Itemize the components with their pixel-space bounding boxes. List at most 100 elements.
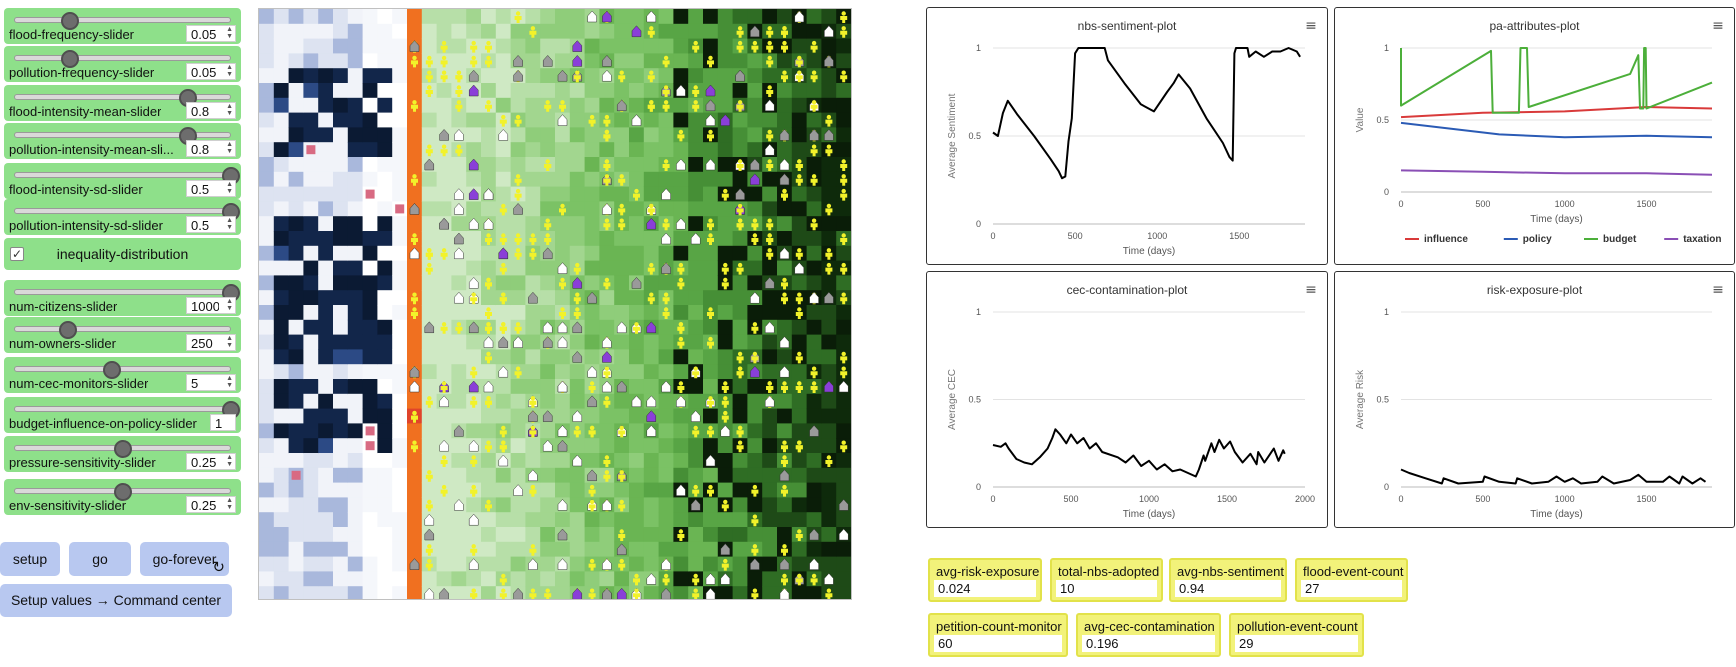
- x-tick-label: 500: [1063, 494, 1078, 504]
- env-sensitivity-slider[interactable]: env-sensitivity-slider 0.25 ▲ ▼: [4, 479, 241, 515]
- monitor-value: 0.94: [1175, 580, 1281, 597]
- y-axis-label: Average Sentiment: [947, 93, 958, 178]
- spinner-icon[interactable]: ▲ ▼: [226, 375, 233, 389]
- y-tick-label: 0: [976, 219, 981, 229]
- slider-track[interactable]: [14, 172, 231, 178]
- spinner-icon[interactable]: ▲ ▼: [226, 454, 233, 468]
- slider-track[interactable]: [14, 17, 231, 23]
- x-tick-label: 0: [990, 494, 995, 504]
- flood-event-count-monitor: flood-event-count 27: [1295, 558, 1408, 602]
- monitor-label: pollution-event-count: [1237, 619, 1358, 634]
- pollution-intensity-mean-slider[interactable]: pollution-intensity-mean-sli... 0.8 ▲ ▼: [4, 123, 241, 159]
- cec-contamination-plot[interactable]: cec-contamination-plot ≡ 0 0.5 1 0 500 1000 1500…: [926, 271, 1328, 528]
- spinner-icon[interactable]: ▲ ▼: [226, 181, 233, 195]
- slider-value-input[interactable]: 0.25 ▲ ▼: [186, 453, 236, 470]
- checkbox[interactable]: ✓: [10, 247, 24, 261]
- slider-track[interactable]: [14, 132, 231, 138]
- slider-track[interactable]: [14, 366, 231, 372]
- inequality-distribution-switch[interactable]: ✓ inequality-distribution: [4, 238, 241, 270]
- avg-cec-contamination-monitor: avg-cec-contamination 0.196: [1076, 613, 1221, 657]
- slider-value-input[interactable]: 1000 ▲ ▼: [186, 297, 236, 314]
- monitor-label: total-nbs-adopted: [1058, 564, 1160, 579]
- x-axis-label: Time (days): [1530, 509, 1582, 520]
- slider-value-input[interactable]: 0.8 ▲ ▼: [186, 102, 236, 119]
- x-tick-label: 1500: [1217, 494, 1237, 504]
- slider-value-input[interactable]: 0.05 ▲ ▼: [186, 63, 236, 80]
- slider-value-input[interactable]: 250 ▲ ▼: [186, 334, 236, 351]
- world-view[interactable]: [258, 8, 852, 602]
- flood-intensity-sd-slider[interactable]: flood-intensity-sd-slider 0.5 ▲ ▼: [4, 163, 241, 199]
- slider-label: num-owners-slider: [9, 336, 116, 351]
- monitor-value: 0.024: [934, 580, 1036, 597]
- slider-track[interactable]: [14, 289, 231, 295]
- spinner-icon[interactable]: ▲ ▼: [226, 497, 233, 511]
- num-cec-monitors-slider[interactable]: num-cec-monitors-slider 5 ▲ ▼: [4, 357, 241, 393]
- slider-label: pollution-intensity-sd-slider: [9, 218, 163, 233]
- spinner-icon[interactable]: ▲ ▼: [226, 217, 233, 231]
- setup-values-command-center-button[interactable]: Setup values → Command center: [0, 584, 232, 617]
- go-forever-button[interactable]: go-forever ↻: [140, 542, 229, 576]
- slider-thumb[interactable]: [113, 483, 132, 501]
- switch-label: inequality-distribution: [56, 246, 189, 262]
- spinner-icon[interactable]: ▲ ▼: [226, 26, 233, 40]
- slider-track[interactable]: [14, 406, 231, 412]
- slider-value-input[interactable]: 0.8 ▲ ▼: [186, 140, 236, 157]
- slider-thumb[interactable]: [61, 50, 80, 68]
- y-tick-label: 1: [1384, 307, 1389, 317]
- slider-value-input[interactable]: 5 ▲ ▼: [186, 374, 236, 391]
- legend-label: policy: [1523, 234, 1552, 245]
- spinner-icon[interactable]: ▲ ▼: [226, 103, 233, 117]
- slider-thumb[interactable]: [102, 361, 121, 379]
- slider-track[interactable]: [14, 55, 231, 61]
- pa-attributes-plot[interactable]: pa-attributes-plot ≡ 0 0.5 1 0 500 1000 1500 Time…: [1334, 7, 1735, 265]
- y-tick-label: 0.5: [968, 131, 981, 141]
- flood-frequency-slider[interactable]: flood-frequency-slider 0.05 ▲ ▼: [4, 8, 241, 44]
- slider-value-input[interactable]: 0.25 ▲ ▼: [186, 496, 236, 513]
- x-axis-label: Time (days): [1123, 246, 1175, 257]
- pollution-frequency-slider[interactable]: pollution-frequency-slider 0.05 ▲ ▼: [4, 46, 241, 82]
- menu-icon[interactable]: ≡: [1712, 18, 1724, 34]
- series-line: [1400, 121, 1713, 139]
- slider-value-input[interactable]: 0.05 ▲ ▼: [186, 25, 236, 42]
- spinner-icon[interactable]: ▲ ▼: [226, 335, 233, 349]
- risk-exposure-plot[interactable]: risk-exposure-plot ≡ 0 0.5 1 0 500 1000 1500 Time…: [1334, 271, 1735, 528]
- slider-value-input[interactable]: 1: [210, 414, 236, 431]
- budget-influence-on-policy-slider[interactable]: budget-influence-on-policy-slider 1: [4, 397, 241, 433]
- menu-icon[interactable]: ≡: [1305, 282, 1317, 298]
- x-tick-label: 500: [1068, 231, 1083, 241]
- setup-button[interactable]: setup: [0, 542, 60, 576]
- slider-value-input[interactable]: 0.5 ▲ ▼: [186, 216, 236, 233]
- spinner-icon[interactable]: ▲ ▼: [226, 64, 233, 78]
- pressure-sensitivity-slider[interactable]: pressure-sensitivity-slider 0.25 ▲ ▼: [4, 436, 241, 472]
- monitor-value: 29: [1235, 635, 1358, 652]
- nbs-sentiment-plot[interactable]: nbs-sentiment-plot ≡ 0 0.5 1 0 500 1000 1500 Time…: [926, 7, 1328, 265]
- monitor-label: avg-risk-exposure: [936, 564, 1040, 579]
- slider-track[interactable]: [14, 208, 231, 214]
- x-tick-label: 0: [990, 231, 995, 241]
- plot-title: pa-attributes-plot: [1489, 19, 1580, 33]
- slider-track[interactable]: [14, 94, 231, 100]
- legend-label: budget: [1603, 234, 1637, 245]
- num-owners-slider[interactable]: num-owners-slider 250 ▲ ▼: [4, 317, 241, 353]
- slider-value-input[interactable]: 0.5 ▲ ▼: [186, 180, 236, 197]
- slider-thumb[interactable]: [61, 12, 80, 30]
- menu-icon[interactable]: ≡: [1305, 18, 1317, 34]
- go-button[interactable]: go: [69, 542, 131, 576]
- plot-title: nbs-sentiment-plot: [1078, 19, 1177, 33]
- pollution-intensity-sd-slider[interactable]: pollution-intensity-sd-slider 0.5 ▲ ▼: [4, 199, 241, 235]
- slider-thumb[interactable]: [113, 440, 132, 458]
- x-tick-label: 1000: [1555, 494, 1575, 504]
- x-tick-label: 0: [1398, 199, 1403, 209]
- slider-label: pollution-frequency-slider: [9, 65, 155, 80]
- slider-track[interactable]: [14, 326, 231, 332]
- y-tick-label: 1: [976, 43, 981, 53]
- flood-intensity-mean-slider[interactable]: flood-intensity-mean-slider 0.8 ▲ ▼: [4, 85, 241, 121]
- slider-thumb[interactable]: [59, 321, 78, 339]
- slider-label: env-sensitivity-slider: [9, 498, 127, 513]
- slider-label: budget-influence-on-policy-slider: [9, 416, 197, 431]
- spinner-icon[interactable]: ▲ ▼: [226, 141, 233, 155]
- menu-icon[interactable]: ≡: [1712, 282, 1724, 298]
- num-citizens-slider[interactable]: num-citizens-slider 1000 ▲ ▼: [4, 280, 241, 316]
- x-axis-label: Time (days): [1530, 214, 1582, 225]
- spinner-icon[interactable]: ▲ ▼: [226, 298, 233, 312]
